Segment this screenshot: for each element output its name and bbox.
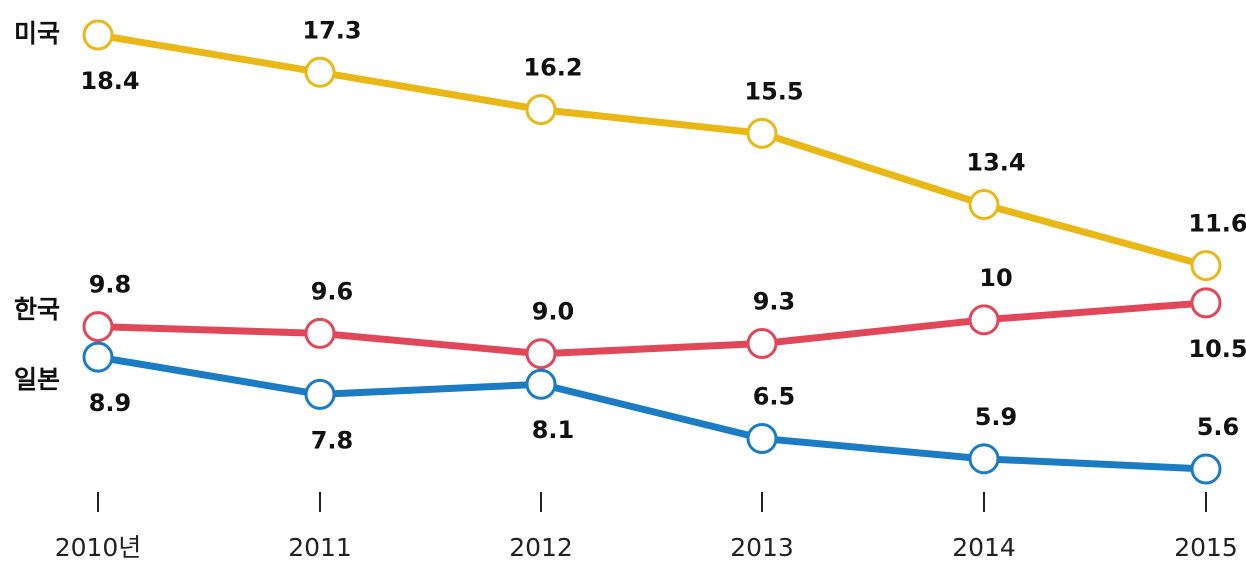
data-point xyxy=(746,328,778,360)
x-tick-label: 2012 xyxy=(509,533,573,562)
data-label: 9.0 xyxy=(532,298,575,326)
data-label: 5.6 xyxy=(1197,413,1240,441)
series-lines xyxy=(94,31,1210,473)
data-label: 9.8 xyxy=(89,271,132,299)
series-points xyxy=(82,19,1222,485)
series-line xyxy=(94,31,1210,270)
series-line xyxy=(94,353,1210,473)
data-point xyxy=(968,189,1000,221)
data-label: 10 xyxy=(979,264,1012,292)
x-tick-label: 2014 xyxy=(952,533,1016,562)
data-point xyxy=(304,317,336,349)
data-point xyxy=(746,117,778,149)
x-tick-label: 2013 xyxy=(730,533,794,562)
data-point xyxy=(1190,453,1222,485)
data-label: 13.4 xyxy=(966,149,1025,177)
data-labels: 18.4 17.3 16.2 15.5 13.4 11.6 9.8 9.6 9.0 9.3 10 10… xyxy=(80,16,1246,454)
data-label: 11.6 xyxy=(1188,210,1246,238)
data-point xyxy=(82,19,114,51)
data-label: 18.4 xyxy=(80,67,139,95)
data-point xyxy=(746,422,778,454)
data-point xyxy=(304,378,336,410)
data-label: 10.5 xyxy=(1188,335,1246,363)
data-point xyxy=(525,94,557,126)
data-label: 17.3 xyxy=(302,16,361,44)
x-tick-label: 2015 xyxy=(1174,533,1238,562)
series-name-label: 한국 xyxy=(14,295,60,324)
x-tick-label: 2010년 xyxy=(55,533,142,562)
data-point xyxy=(304,56,336,88)
data-label: 9.3 xyxy=(753,288,796,316)
series-name-label: 미국 xyxy=(14,19,60,48)
data-point xyxy=(82,311,114,343)
data-point xyxy=(525,368,557,400)
data-point xyxy=(968,443,1000,475)
data-point xyxy=(1190,250,1222,282)
data-label: 9.6 xyxy=(311,277,354,305)
data-label: 8.9 xyxy=(89,389,132,417)
data-label: 15.5 xyxy=(744,77,803,105)
series-name-label: 일본 xyxy=(14,365,60,394)
series-line xyxy=(94,299,1210,358)
data-label: 5.9 xyxy=(975,403,1018,431)
data-point xyxy=(968,304,1000,336)
data-point xyxy=(525,338,557,370)
data-point xyxy=(82,341,114,373)
x-tick-label: 2011 xyxy=(288,533,352,562)
data-label: 8.1 xyxy=(532,416,575,444)
data-point xyxy=(1190,287,1222,319)
data-label: 16.2 xyxy=(523,54,582,82)
data-label: 6.5 xyxy=(753,382,796,410)
x-axis: 2010년 2011 2012 2013 2014 2015 xyxy=(55,492,1238,562)
data-label: 7.8 xyxy=(311,426,354,454)
